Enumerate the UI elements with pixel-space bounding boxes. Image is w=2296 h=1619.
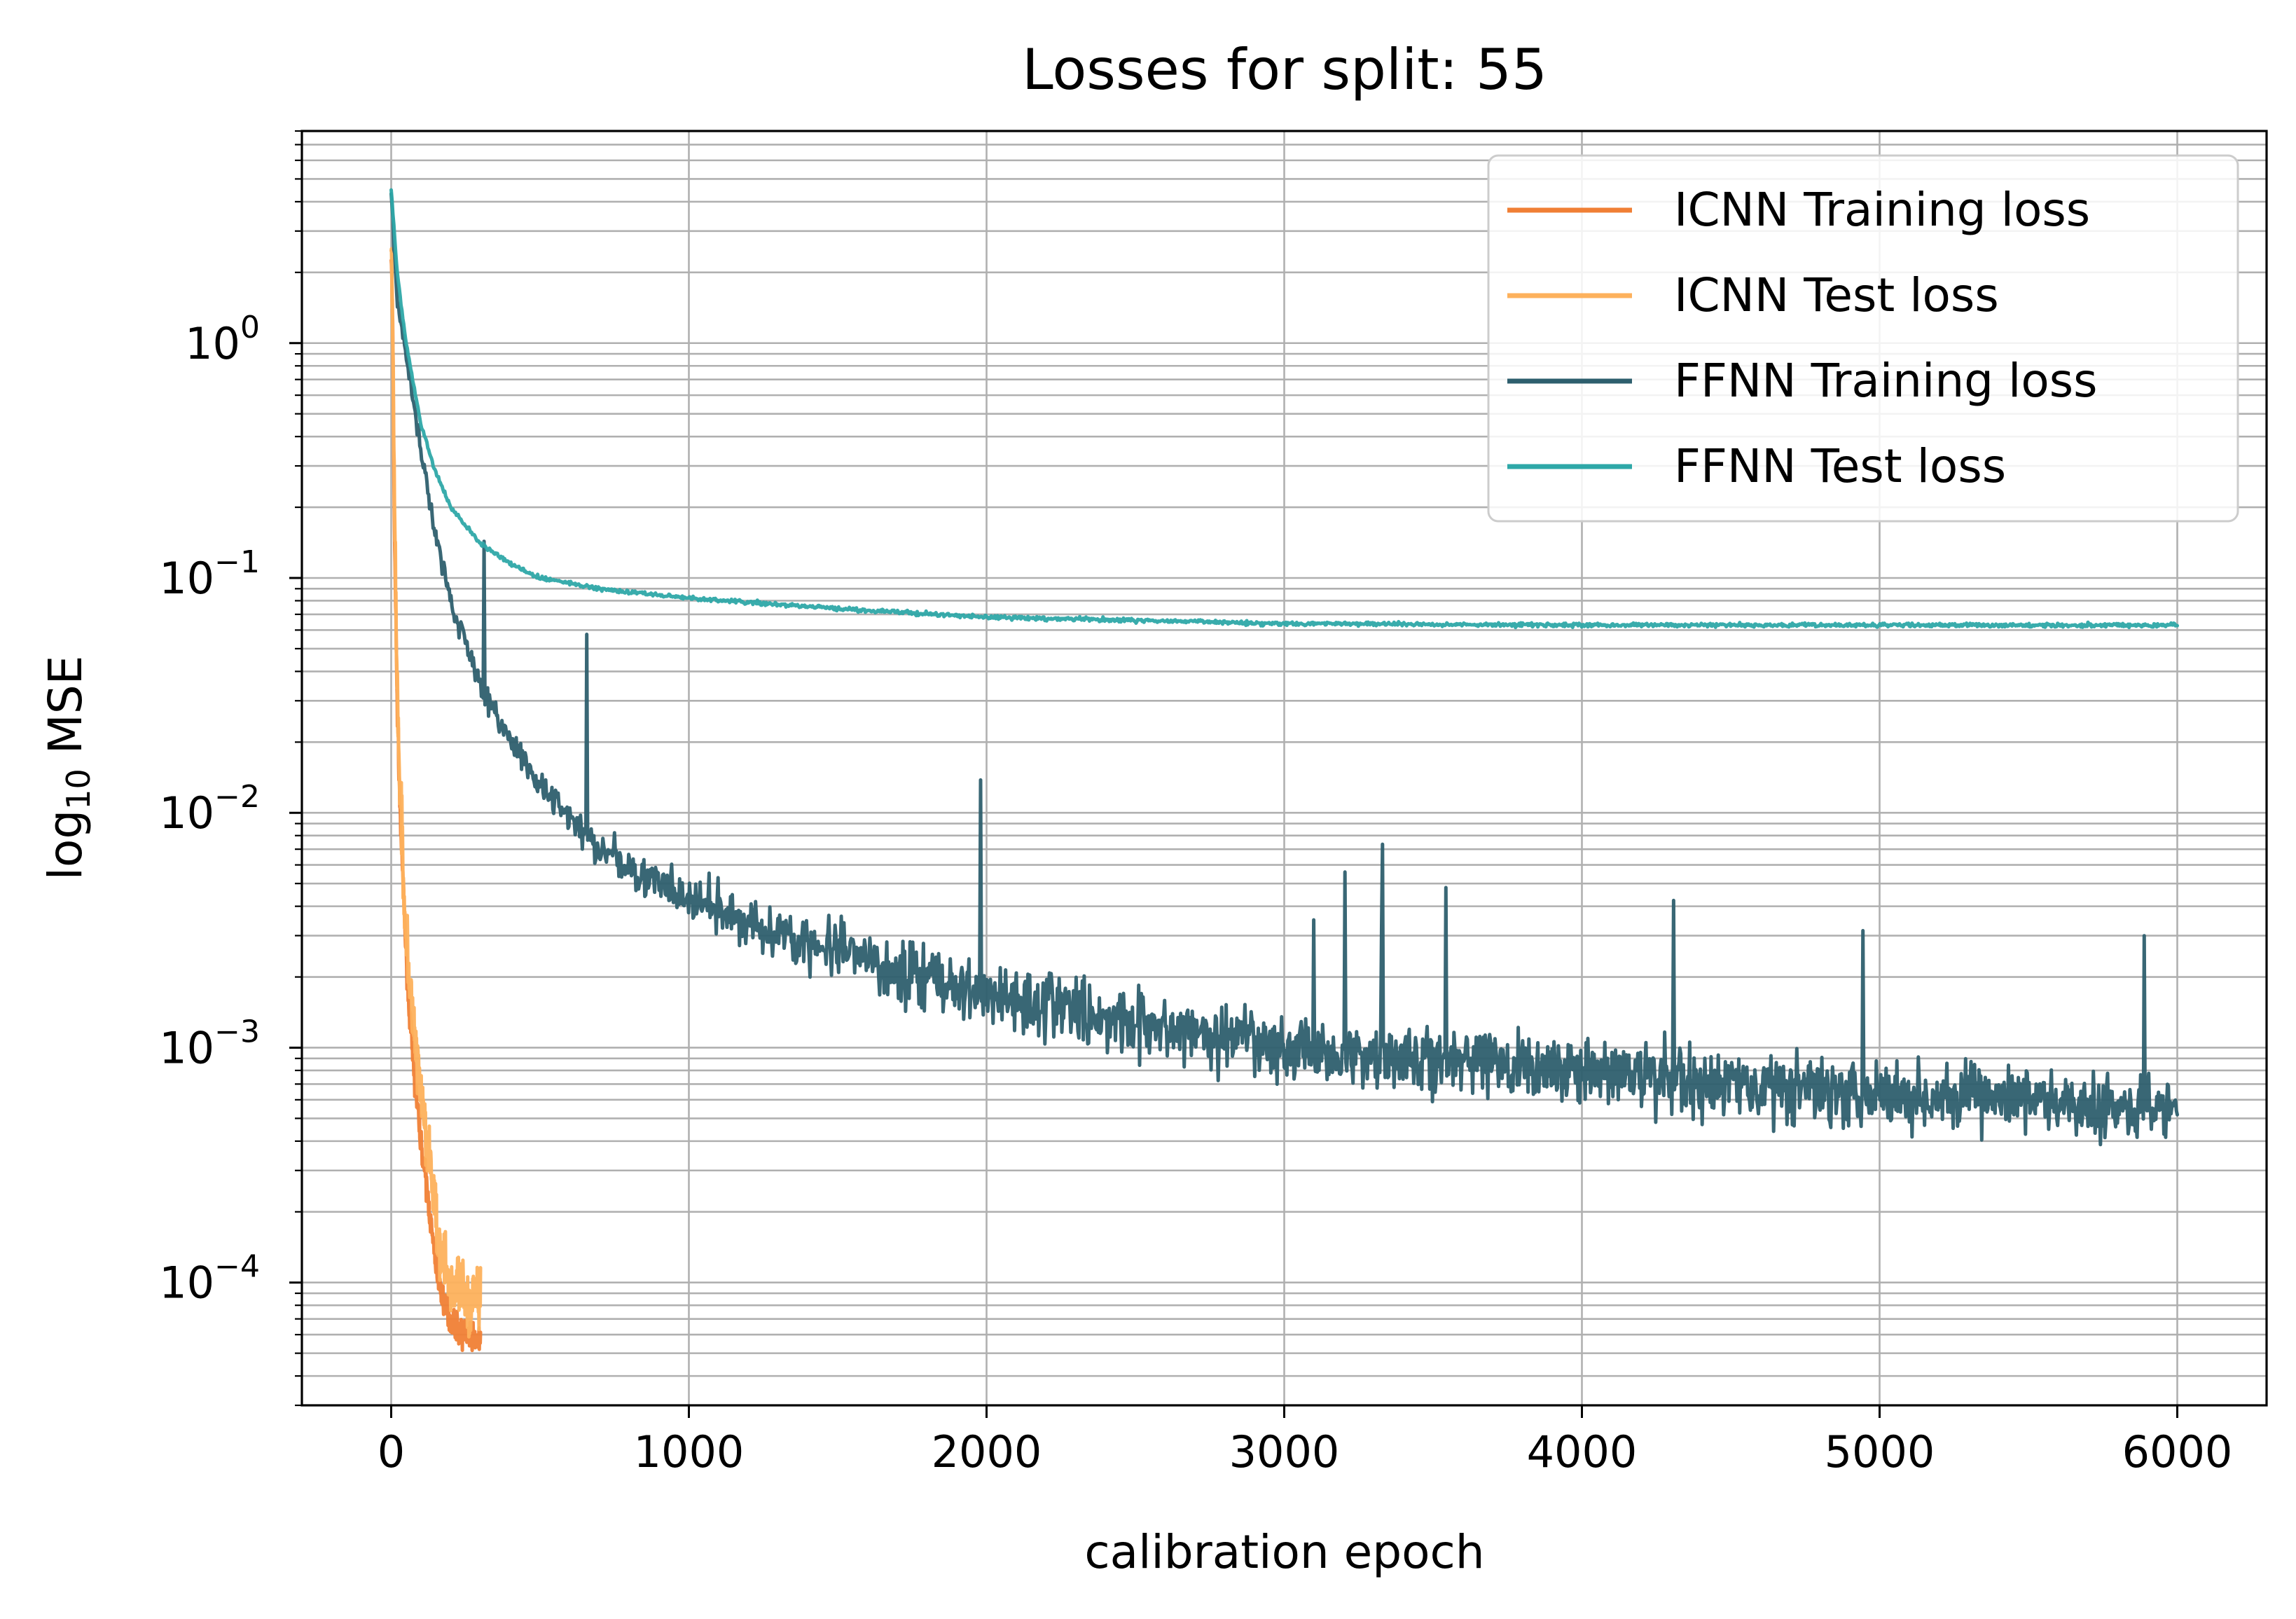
y-axis-label-suffix: MSE — [39, 656, 92, 769]
y-tick-label: 10−1 — [159, 544, 260, 604]
y-tick-label: 10−3 — [159, 1014, 260, 1073]
legend-label-3: FFNN Test loss — [1674, 439, 2006, 493]
series-line-2 — [389, 192, 2179, 1147]
y-axis-label-prefix: log — [39, 810, 92, 881]
y-tick-label: 10−4 — [159, 1249, 260, 1309]
x-tick-label: 4000 — [1527, 1426, 1638, 1477]
series-layer — [389, 188, 2179, 1353]
y-tick-exponent: 0 — [240, 310, 260, 345]
y-tick-exponent: −2 — [214, 779, 260, 815]
y-tick-base: 10 — [185, 318, 240, 369]
legend-label-2: FFNN Training loss — [1674, 354, 2098, 408]
chart-title: Losses for split: 55 — [1022, 37, 1547, 102]
x-axis: 0 1000 2000 3000 4000 5000 6000 — [378, 1405, 2233, 1477]
legend-label-0: ICNN Training loss — [1674, 183, 2090, 237]
x-tick-label: 0 — [378, 1426, 405, 1477]
legend: ICNN Training loss ICNN Test loss FFNN Tra… — [1487, 154, 2239, 523]
y-tick-label: 100 — [185, 310, 260, 369]
y-tick-label: 10−2 — [159, 779, 260, 839]
y-tick-exponent: −1 — [214, 544, 260, 580]
x-axis-label: calibration epoch — [1084, 1525, 1484, 1579]
x-tick-label: 5000 — [1825, 1426, 1935, 1477]
y-tick-exponent: −3 — [214, 1014, 260, 1049]
x-tick-label: 3000 — [1229, 1426, 1340, 1477]
y-tick-exponent: −4 — [214, 1249, 260, 1285]
legend-box — [1487, 154, 2239, 523]
y-axis-label-sub: 10 — [60, 769, 97, 810]
y-axis-label: log10 MSE — [39, 656, 97, 881]
y-tick-base: 10 — [159, 553, 214, 604]
series-line-3 — [389, 188, 2179, 630]
series-line-1 — [389, 247, 483, 1339]
x-tick-label: 6000 — [2122, 1426, 2233, 1477]
y-tick-base: 10 — [159, 1022, 214, 1073]
y-tick-base: 10 — [159, 1258, 214, 1309]
x-tick-label: 2000 — [932, 1426, 1042, 1477]
legend-label-1: ICNN Test loss — [1674, 268, 1999, 322]
x-tick-label: 1000 — [634, 1426, 745, 1477]
y-tick-base: 10 — [159, 787, 214, 839]
